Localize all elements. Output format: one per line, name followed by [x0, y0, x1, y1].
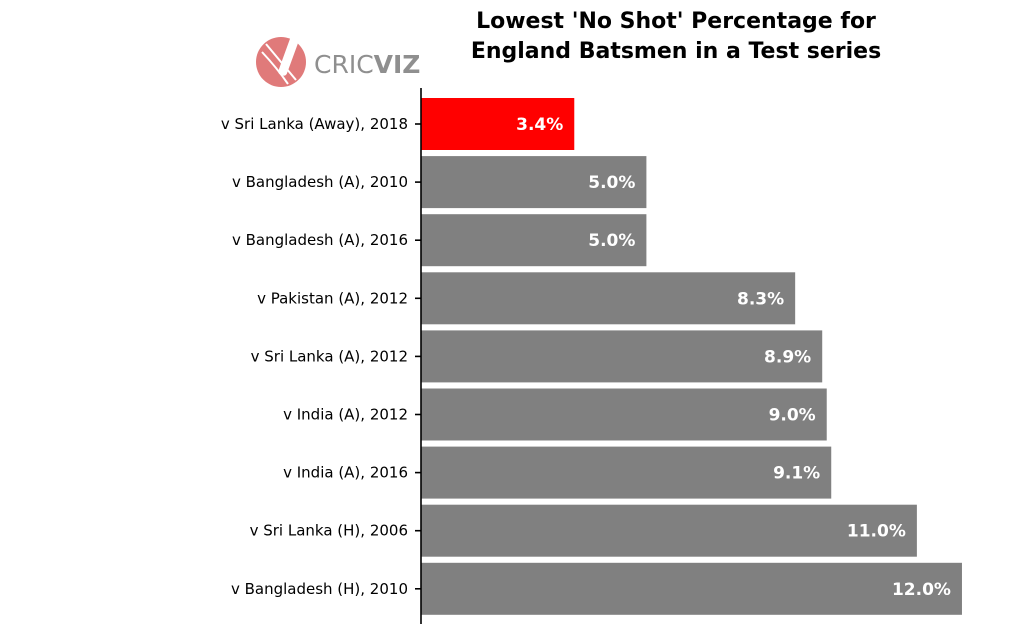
y-tick-label: v India (A), 2016 [283, 464, 408, 482]
bar-value-label: 11.0% [847, 522, 906, 542]
bar-value-label: 8.9% [764, 347, 811, 367]
bar [421, 98, 575, 150]
bar-value-label: 5.0% [588, 231, 635, 251]
chart-title: Lowest 'No Shot' Percentage for England … [471, 9, 881, 64]
bar [421, 388, 827, 441]
y-tick-label: v Sri Lanka (A), 2012 [251, 347, 408, 365]
bar-value-label: 12.0% [892, 580, 951, 600]
bar-value-label: 9.0% [769, 406, 816, 426]
y-tick-label: v Bangladesh (A), 2016 [232, 231, 408, 249]
y-tick-label: v Pakistan (A), 2012 [257, 289, 408, 307]
bar [421, 214, 647, 267]
chart-title-line: Lowest 'No Shot' Percentage for [476, 9, 876, 34]
y-tick-label: v Bangladesh (H), 2010 [231, 580, 408, 598]
logo-brand-regular: CRIC [314, 50, 374, 79]
y-tick-label: v Sri Lanka (Away), 2018 [221, 115, 408, 133]
chart-title-line: England Batsmen in a Test series [471, 39, 881, 64]
bar [421, 446, 832, 499]
bar [421, 156, 647, 209]
bar-value-label: 3.4% [516, 115, 563, 135]
bars: 3.4% 5.0% 5.0% 8.3% 8.9% 9.0% 9.1% 11.0% 12.0% [421, 98, 962, 615]
bar-value-label: 9.1% [773, 464, 820, 484]
logo-wordmark: CRICVIZ [314, 50, 420, 79]
bar [421, 272, 796, 325]
cricviz-logo: CRICVIZ [256, 30, 420, 87]
y-axis: v Sri Lanka (Away), 2018 v Bangladesh (A)… [221, 88, 422, 624]
bar [421, 330, 823, 383]
bar-value-label: 5.0% [588, 173, 635, 193]
cricket-ball-and-bat-icon [256, 30, 306, 87]
bar-value-label: 8.3% [737, 289, 784, 309]
logo-brand-bold: VIZ [374, 50, 421, 79]
y-tick-label: v Bangladesh (A), 2010 [232, 173, 408, 191]
bar [421, 562, 962, 615]
y-tick-label: v India (A), 2012 [283, 406, 408, 424]
bar [421, 504, 917, 557]
y-tick-label: v Sri Lanka (H), 2006 [250, 522, 408, 540]
